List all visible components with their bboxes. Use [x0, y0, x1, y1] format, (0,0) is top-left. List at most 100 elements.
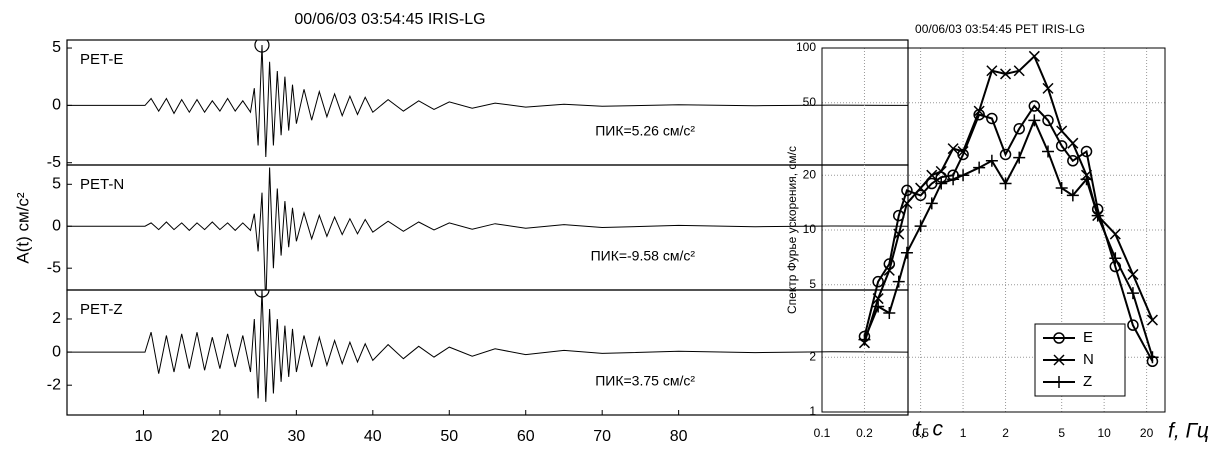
- y-tick-label: 5: [52, 39, 61, 56]
- y-tick-label: 0: [52, 343, 61, 360]
- marker: [925, 197, 938, 210]
- x-tick-label: 5: [1058, 426, 1065, 440]
- y-tick-label: 20: [803, 167, 817, 181]
- x-tick-label: 0.5: [912, 426, 929, 440]
- marker: [1000, 68, 1012, 80]
- marker: [1127, 319, 1139, 331]
- x-tick-label: 2: [1002, 426, 1009, 440]
- marker: [926, 169, 938, 181]
- series-label: PET-Z: [80, 301, 123, 318]
- marker: [1056, 125, 1068, 137]
- y-tick-label: 2: [809, 349, 816, 363]
- marker: [900, 246, 913, 259]
- marker: [872, 293, 884, 305]
- y-axis-label: A(t) см/с²: [13, 192, 32, 264]
- marker: [883, 264, 895, 276]
- legend-label: E: [1083, 329, 1093, 346]
- marker: [1013, 151, 1026, 164]
- marker: [1028, 100, 1041, 112]
- marker: [1053, 332, 1065, 344]
- marker: [999, 177, 1012, 190]
- marker: [1067, 137, 1079, 149]
- marker: [1013, 65, 1025, 77]
- marker: [1055, 182, 1068, 195]
- chart-title: 00/06/03 03:54:45 IRIS-LG: [294, 11, 485, 28]
- marker: [1028, 114, 1041, 127]
- marker: [1028, 50, 1040, 62]
- marker: [883, 306, 896, 319]
- marker: [985, 154, 998, 167]
- y-tick-label: 50: [803, 95, 817, 109]
- marker: [986, 112, 998, 125]
- panel-frame: [66, 164, 909, 291]
- marker: [947, 143, 959, 155]
- y-tick-label: -2: [47, 376, 61, 393]
- marker: [986, 65, 998, 77]
- panel-frame: [66, 39, 909, 166]
- y-tick-label: -5: [47, 154, 61, 171]
- peak-marker: [254, 40, 270, 53]
- y-axis-label: Спектр Фурье ускорения, см/с: [785, 146, 799, 314]
- x-tick-label: 80: [670, 428, 688, 445]
- marker: [893, 228, 905, 240]
- series-label: PET-N: [80, 176, 124, 193]
- x-tick-label: 20: [1140, 426, 1154, 440]
- marker: [915, 182, 927, 194]
- marker: [935, 177, 948, 190]
- y-tick-label: -5: [47, 259, 61, 276]
- marker: [1126, 287, 1139, 300]
- peak-label: ПИК=5.26 см/с²: [595, 123, 695, 139]
- legend-label: N: [1083, 351, 1094, 368]
- marker: [1146, 314, 1158, 326]
- marker: [1091, 209, 1104, 222]
- x-tick-label: 60: [517, 428, 535, 445]
- marker: [999, 148, 1012, 161]
- marker: [1080, 173, 1093, 186]
- marker: [1067, 155, 1079, 167]
- x-tick-label: 40: [364, 428, 382, 445]
- y-tick-label: 2: [52, 310, 61, 327]
- x-tick-label: 0.2: [856, 426, 873, 440]
- y-tick-label: 0: [52, 217, 61, 234]
- trace: [67, 167, 908, 290]
- marker: [901, 184, 913, 197]
- marker: [1053, 376, 1065, 388]
- y-tick-label: 1: [809, 404, 816, 418]
- marker: [1080, 145, 1093, 158]
- x-axis-label: f, Гц: [1168, 420, 1209, 443]
- chart-title: 00/06/03 03:54:45 PET IRIS-LG: [915, 22, 1085, 36]
- marker: [1109, 252, 1122, 265]
- marker: [947, 173, 960, 186]
- marker: [1127, 268, 1139, 280]
- marker: [1013, 123, 1025, 135]
- marker: [892, 275, 905, 288]
- plot-frame: [821, 47, 1166, 413]
- marker: [957, 169, 970, 182]
- x-tick-label: 30: [287, 428, 305, 445]
- marker: [858, 333, 871, 346]
- marker: [935, 165, 947, 177]
- marker: [1053, 354, 1065, 366]
- x-tick-label: 0.1: [814, 426, 831, 440]
- x-axis-label: t, с: [915, 418, 944, 441]
- marker: [914, 189, 927, 202]
- peak-label: ПИК=3.75 см/с²: [595, 373, 695, 389]
- marker: [957, 145, 969, 158]
- marker: [1066, 189, 1079, 202]
- y-tick-label: 5: [52, 176, 61, 193]
- x-tick-label: 10: [1097, 426, 1111, 440]
- marker: [1055, 140, 1068, 152]
- x-tick-label: 1: [960, 426, 967, 440]
- marker: [1146, 351, 1159, 364]
- peak-marker: [254, 290, 270, 298]
- x-tick-label: 10: [135, 428, 153, 445]
- marker: [1042, 82, 1054, 94]
- x-tick-label: 70: [593, 428, 611, 445]
- marker: [914, 220, 927, 233]
- trace: [67, 44, 908, 158]
- marker: [973, 105, 985, 117]
- marker: [901, 197, 913, 209]
- x-tick-label: 50: [440, 428, 458, 445]
